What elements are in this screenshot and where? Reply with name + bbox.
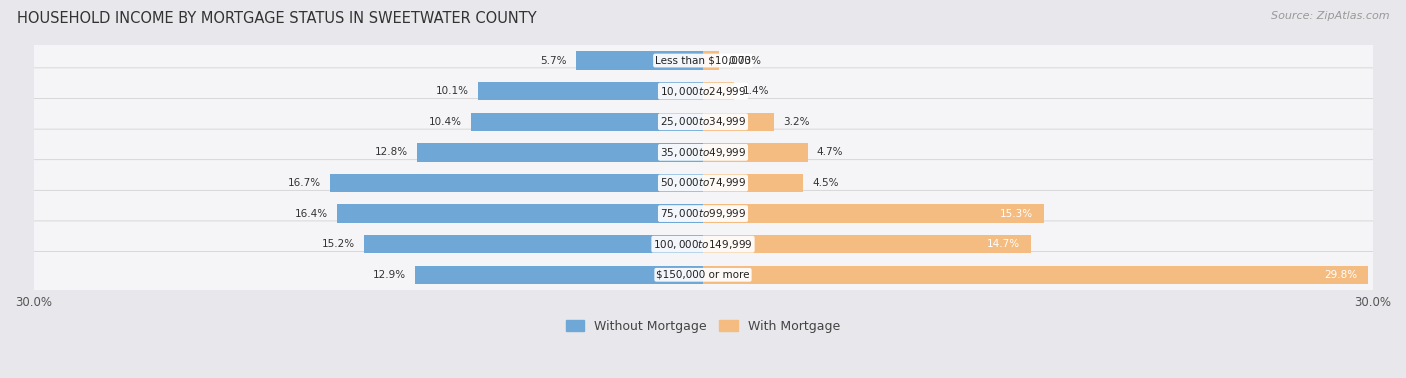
Bar — [703, 204, 1045, 223]
Bar — [330, 174, 703, 192]
FancyBboxPatch shape — [0, 99, 1406, 145]
Bar — [337, 204, 703, 223]
Text: 0.73%: 0.73% — [728, 56, 761, 65]
FancyBboxPatch shape — [0, 68, 1406, 115]
FancyBboxPatch shape — [0, 37, 1406, 84]
FancyBboxPatch shape — [0, 251, 1406, 298]
Bar — [703, 266, 1368, 284]
Text: Source: ZipAtlas.com: Source: ZipAtlas.com — [1271, 11, 1389, 21]
Text: 15.3%: 15.3% — [1000, 209, 1033, 218]
Bar — [703, 113, 775, 131]
Text: 14.7%: 14.7% — [987, 239, 1019, 249]
Text: 3.2%: 3.2% — [783, 117, 810, 127]
FancyBboxPatch shape — [0, 129, 1406, 176]
Bar — [418, 143, 703, 161]
Text: 10.4%: 10.4% — [429, 117, 463, 127]
Bar — [703, 51, 720, 70]
Text: HOUSEHOLD INCOME BY MORTGAGE STATUS IN SWEETWATER COUNTY: HOUSEHOLD INCOME BY MORTGAGE STATUS IN S… — [17, 11, 537, 26]
Text: $150,000 or more: $150,000 or more — [657, 270, 749, 280]
Text: 4.7%: 4.7% — [817, 147, 844, 157]
Text: $25,000 to $34,999: $25,000 to $34,999 — [659, 115, 747, 128]
Bar — [471, 113, 703, 131]
Text: 12.8%: 12.8% — [375, 147, 408, 157]
Text: 15.2%: 15.2% — [322, 239, 354, 249]
Bar — [415, 266, 703, 284]
Text: 12.9%: 12.9% — [373, 270, 406, 280]
Text: 5.7%: 5.7% — [540, 56, 567, 65]
Text: Less than $10,000: Less than $10,000 — [655, 56, 751, 65]
FancyBboxPatch shape — [0, 160, 1406, 206]
FancyBboxPatch shape — [0, 221, 1406, 268]
Text: $10,000 to $24,999: $10,000 to $24,999 — [659, 85, 747, 98]
Bar — [703, 174, 803, 192]
Bar — [478, 82, 703, 100]
Text: 4.5%: 4.5% — [813, 178, 839, 188]
Text: 29.8%: 29.8% — [1324, 270, 1357, 280]
FancyBboxPatch shape — [0, 190, 1406, 237]
Text: $35,000 to $49,999: $35,000 to $49,999 — [659, 146, 747, 159]
Text: $75,000 to $99,999: $75,000 to $99,999 — [659, 207, 747, 220]
Bar — [576, 51, 703, 70]
Text: 16.4%: 16.4% — [295, 209, 328, 218]
Bar — [703, 82, 734, 100]
Bar — [364, 235, 703, 253]
Text: 1.4%: 1.4% — [744, 86, 769, 96]
Text: $100,000 to $149,999: $100,000 to $149,999 — [654, 238, 752, 251]
Bar — [703, 235, 1031, 253]
Bar — [703, 143, 808, 161]
Legend: Without Mortgage, With Mortgage: Without Mortgage, With Mortgage — [561, 315, 845, 338]
Text: 16.7%: 16.7% — [288, 178, 322, 188]
Text: $50,000 to $74,999: $50,000 to $74,999 — [659, 177, 747, 189]
Text: 10.1%: 10.1% — [436, 86, 468, 96]
